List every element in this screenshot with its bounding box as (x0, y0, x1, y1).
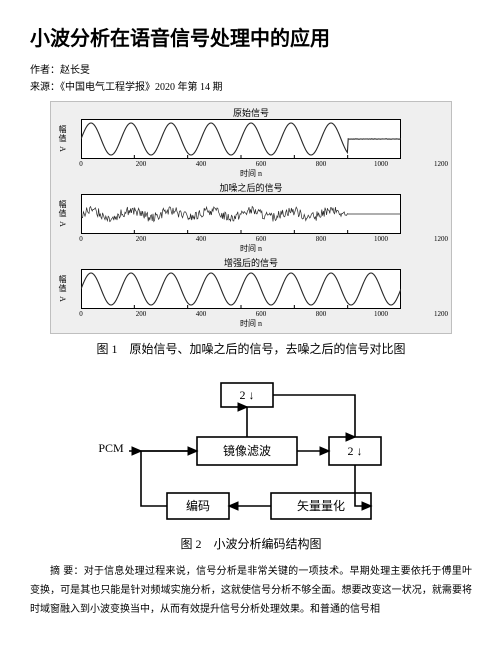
abstract: 摘 要：对于信息处理过程来说，信号分析是非常关键的一项技术。早期处理主要依托于傅… (30, 562, 472, 619)
source-line: 来源：《中国电气工程学报》2020 年第 14 期 (30, 78, 472, 93)
figure-1-subtitle: 加噪之后的信号 (55, 181, 447, 194)
figure-1: 原始信号幅值 A020040060080010001200时间 n加噪之后的信号… (50, 101, 452, 357)
svg-text:矢量量化: 矢量量化 (297, 499, 345, 513)
figure-1-xlabel: 时间 n (55, 318, 447, 329)
figure-2: PCM 2 ↓ 镜像滤波 2 ↓ 矢量量化 编码 图 2 小波分析编码结构图 (80, 367, 422, 552)
abstract-label: 摘 要： (50, 566, 84, 577)
abstract-text: 对于信息处理过程来说，信号分析是非常关键的一项技术。早期处理主要依托于傅里叶变换… (30, 566, 472, 615)
figure-1-subtitle: 原始信号 (55, 106, 447, 119)
svg-text:镜像滤波: 镜像滤波 (223, 443, 271, 458)
author-line: 作者：赵长旻 (30, 61, 472, 76)
svg-text:2 ↓: 2 ↓ (240, 388, 255, 402)
page-title: 小波分析在语音信号处理中的应用 (30, 22, 472, 51)
figure-1-caption: 图 1 原始信号、加噪之后的信号，去噪之后的信号对比图 (50, 340, 452, 357)
figure-1-xlabel: 时间 n (55, 168, 447, 179)
figure-1-ylabel: 幅值 A (57, 200, 68, 228)
figure-1-ylabel: 幅值 A (57, 125, 68, 153)
svg-text:2 ↓: 2 ↓ (348, 444, 363, 458)
svg-text:编码: 编码 (186, 498, 210, 513)
figure-2-caption: 图 2 小波分析编码结构图 (80, 535, 422, 552)
figure-1-subtitle: 增强后的信号 (55, 256, 447, 269)
figure-1-xlabel: 时间 n (55, 243, 447, 254)
svg-text:PCM: PCM (98, 441, 124, 455)
figure-1-ylabel: 幅值 A (57, 275, 68, 303)
